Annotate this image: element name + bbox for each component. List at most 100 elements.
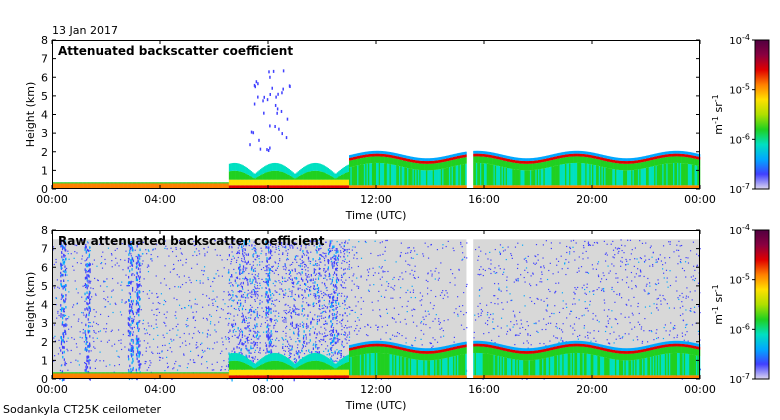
noise-pixel (276, 267, 279, 269)
noise-pixel (206, 336, 208, 338)
backscatter-cell (84, 182, 87, 184)
backscatter-cell (435, 157, 438, 161)
backscatter-cell (492, 158, 494, 165)
noise-pixel (264, 296, 266, 298)
backscatter-cell (694, 185, 697, 189)
colorbar-tick-label: 10-6 (729, 132, 750, 146)
backscatter-cell (629, 160, 632, 164)
noise-pixel (316, 250, 318, 252)
noise-pixel (561, 331, 564, 333)
backscatter-cell (431, 185, 433, 189)
noise-pixel (654, 283, 657, 285)
noise-pixel (91, 263, 94, 265)
noise-pixel (323, 268, 325, 270)
sparse-return (258, 138, 260, 142)
backscatter-cell (403, 185, 405, 189)
noise-pixel (229, 313, 232, 315)
backscatter-cell (421, 158, 424, 161)
noise-pixel (336, 311, 338, 313)
backscatter-cell (263, 179, 266, 186)
noise-pixel (356, 258, 358, 260)
backscatter-cell (682, 163, 685, 186)
backscatter-cell (654, 185, 656, 189)
backscatter-cell (376, 156, 378, 163)
backscatter-cell (681, 163, 683, 186)
backscatter-cell (343, 166, 346, 174)
backscatter-cell (284, 173, 286, 180)
noise-pixel (409, 291, 411, 293)
backscatter-cell (639, 185, 641, 189)
backscatter-cell (423, 163, 425, 171)
noise-pixel (54, 340, 57, 342)
noise-pixel (478, 289, 481, 291)
noise-pixel (534, 263, 536, 265)
backscatter-cell (598, 185, 601, 189)
backscatter-cell (678, 153, 681, 157)
backscatter-cell (328, 175, 331, 180)
backscatter-cell (398, 154, 401, 157)
noise-pixel (274, 244, 277, 247)
noise-pixel (276, 337, 278, 339)
noise-pixel (254, 356, 257, 358)
noise-pixel (278, 241, 280, 244)
backscatter-cell (374, 156, 377, 163)
noise-pixel (190, 281, 192, 284)
backscatter-cell (211, 183, 213, 189)
backscatter-cell (452, 159, 455, 167)
noise-pixel (389, 338, 391, 340)
noise-pixel (259, 335, 261, 337)
sparse-return (285, 136, 288, 140)
noise-pixel (281, 243, 283, 245)
backscatter-cell (656, 153, 659, 156)
noise-pixel (325, 335, 327, 337)
noise-pixel (238, 333, 241, 335)
backscatter-cell (280, 171, 282, 180)
backscatter-cell (64, 182, 66, 184)
noise-pixel (463, 328, 465, 331)
noise-pixel (521, 244, 524, 246)
noise-pixel (240, 285, 242, 287)
noise-pixel (274, 330, 277, 332)
noise-pixel (201, 349, 204, 351)
noise-pixel (316, 243, 319, 245)
noise-pixel (674, 327, 676, 330)
backscatter-cell (207, 182, 209, 184)
backscatter-cell (609, 168, 612, 186)
backscatter-cell (525, 158, 528, 162)
backscatter-cell (478, 153, 481, 157)
backscatter-cell (307, 185, 309, 189)
noise-pixel (342, 286, 344, 289)
backscatter-cell (381, 156, 384, 164)
backscatter-cell (79, 183, 81, 189)
noise-pixel (242, 294, 245, 296)
noise-pixel (104, 263, 107, 265)
backscatter-cell (581, 156, 583, 164)
noise-pixel (584, 240, 586, 243)
noise-pixel (546, 310, 548, 312)
backscatter-cell (462, 164, 465, 186)
noise-pixel (316, 316, 319, 318)
noise-pixel (581, 315, 583, 317)
backscatter-cell (686, 154, 689, 158)
backscatter-cell (254, 173, 257, 179)
backscatter-cell (551, 160, 554, 167)
backscatter-cell (663, 185, 666, 189)
noise-pixel (331, 329, 334, 331)
noise-pixel (567, 267, 569, 270)
backscatter-cell (407, 167, 409, 186)
noise-pixel (84, 286, 87, 289)
backscatter-cell (65, 182, 68, 184)
noise-pixel (281, 244, 283, 246)
noise-pixel (668, 241, 670, 243)
backscatter-cell (446, 167, 448, 186)
noise-pixel (247, 322, 249, 324)
backscatter-cell (436, 169, 439, 186)
noise-pixel (158, 352, 161, 354)
noise-pixel (533, 302, 536, 305)
backscatter-cell (385, 157, 388, 164)
backscatter-cell (610, 168, 613, 186)
noise-pixel (60, 365, 62, 367)
backscatter-cell (436, 185, 439, 189)
noise-pixel (184, 340, 187, 342)
noise-pixel (628, 333, 630, 335)
